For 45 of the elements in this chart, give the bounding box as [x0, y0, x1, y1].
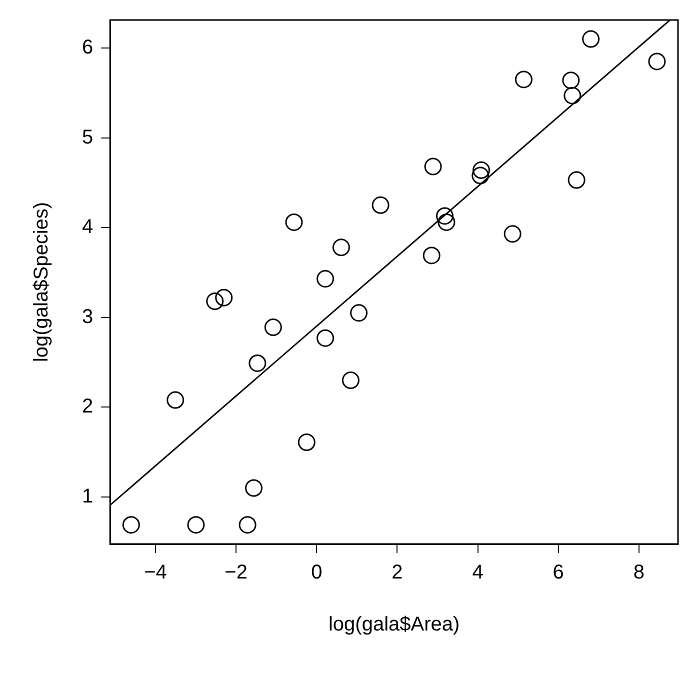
point	[648, 52, 666, 70]
point	[248, 354, 266, 372]
y-axis-title: log(gala$Species)	[30, 202, 53, 362]
point	[562, 72, 580, 90]
y-tick-label: 2	[82, 396, 94, 418]
point	[187, 516, 205, 534]
point	[342, 372, 360, 390]
x-tick-label: 2	[392, 562, 403, 584]
y-tick-label: 4	[82, 216, 94, 238]
point	[245, 479, 263, 497]
point	[264, 318, 282, 336]
point	[316, 270, 334, 288]
point	[472, 166, 490, 184]
point	[285, 213, 303, 231]
x-axis-title: log(gala$Area)	[328, 614, 460, 636]
point	[568, 171, 586, 189]
point	[564, 86, 582, 104]
point	[350, 304, 368, 322]
point	[472, 161, 490, 179]
y-tick-label: 1	[82, 486, 94, 508]
y-tick-label: 3	[82, 306, 94, 328]
x-tick-label: 4	[472, 562, 484, 584]
point	[316, 329, 334, 347]
point	[438, 213, 456, 231]
point	[436, 207, 454, 225]
point	[372, 196, 390, 214]
point	[206, 292, 224, 310]
point	[332, 238, 350, 256]
x-tick-label: −4	[144, 562, 167, 584]
point	[298, 434, 316, 452]
y-tick-label: 6	[82, 36, 94, 59]
point	[582, 30, 600, 48]
x-tick-label: 0	[311, 562, 322, 584]
point	[166, 391, 184, 409]
x-tick-label: 8	[633, 562, 644, 584]
point	[122, 516, 140, 534]
x-tick-label: 6	[552, 562, 564, 584]
x-tick-label: −2	[224, 562, 248, 584]
y-tick-label: 5	[82, 126, 94, 148]
point	[504, 225, 522, 243]
point	[424, 158, 442, 176]
point	[238, 516, 256, 534]
point	[215, 288, 233, 306]
point	[514, 70, 532, 88]
point	[422, 246, 440, 264]
